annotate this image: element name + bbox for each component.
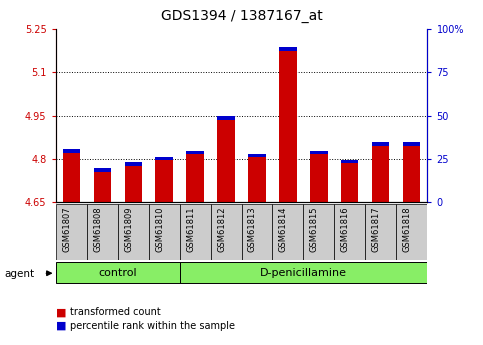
Text: GSM61814: GSM61814 <box>279 206 288 252</box>
Text: GSM61812: GSM61812 <box>217 206 226 252</box>
Bar <box>156 160 172 202</box>
Bar <box>341 159 358 163</box>
Bar <box>303 204 334 260</box>
Bar <box>311 154 327 202</box>
Text: D-penicillamine: D-penicillamine <box>260 268 347 278</box>
Bar <box>248 157 266 202</box>
Bar <box>403 146 421 202</box>
Bar <box>280 48 297 51</box>
Bar <box>117 204 149 260</box>
Text: control: control <box>98 268 137 278</box>
Bar <box>56 262 180 284</box>
Text: GSM61818: GSM61818 <box>403 206 412 252</box>
Text: ■: ■ <box>56 321 66 331</box>
Bar <box>62 149 80 153</box>
Bar <box>397 204 427 260</box>
Text: GSM61809: GSM61809 <box>124 206 133 252</box>
Bar <box>180 204 211 260</box>
Bar <box>372 146 389 202</box>
Bar <box>125 162 142 166</box>
Bar <box>86 204 117 260</box>
Bar <box>125 166 142 202</box>
Bar <box>217 120 235 202</box>
Bar <box>272 204 303 260</box>
Bar <box>56 204 86 260</box>
Bar <box>217 117 235 120</box>
Bar <box>334 204 366 260</box>
Text: GSM61817: GSM61817 <box>372 206 381 252</box>
Text: percentile rank within the sample: percentile rank within the sample <box>70 321 235 331</box>
Bar <box>186 154 203 202</box>
Text: GSM61815: GSM61815 <box>310 206 319 252</box>
Text: GSM61807: GSM61807 <box>62 206 71 252</box>
Bar <box>180 262 427 284</box>
Bar <box>341 163 358 202</box>
Bar <box>149 204 180 260</box>
Text: transformed count: transformed count <box>70 307 161 317</box>
Text: GSM61813: GSM61813 <box>248 206 257 252</box>
Bar <box>311 151 327 154</box>
Text: GSM61810: GSM61810 <box>155 206 164 252</box>
Bar <box>186 151 203 154</box>
Bar <box>372 142 389 146</box>
Bar <box>94 172 111 202</box>
Bar <box>280 51 297 202</box>
Text: GSM61811: GSM61811 <box>186 206 195 252</box>
Text: agent: agent <box>5 269 35 279</box>
Bar <box>156 157 172 160</box>
Text: GSM61808: GSM61808 <box>93 206 102 252</box>
Text: ■: ■ <box>56 307 66 317</box>
Bar <box>366 204 397 260</box>
Text: GDS1394 / 1387167_at: GDS1394 / 1387167_at <box>161 9 322 23</box>
Bar <box>242 204 272 260</box>
Bar <box>248 154 266 157</box>
Bar <box>211 204 242 260</box>
Bar <box>403 142 421 146</box>
Bar <box>94 168 111 172</box>
Text: GSM61816: GSM61816 <box>341 206 350 252</box>
Bar <box>62 153 80 202</box>
